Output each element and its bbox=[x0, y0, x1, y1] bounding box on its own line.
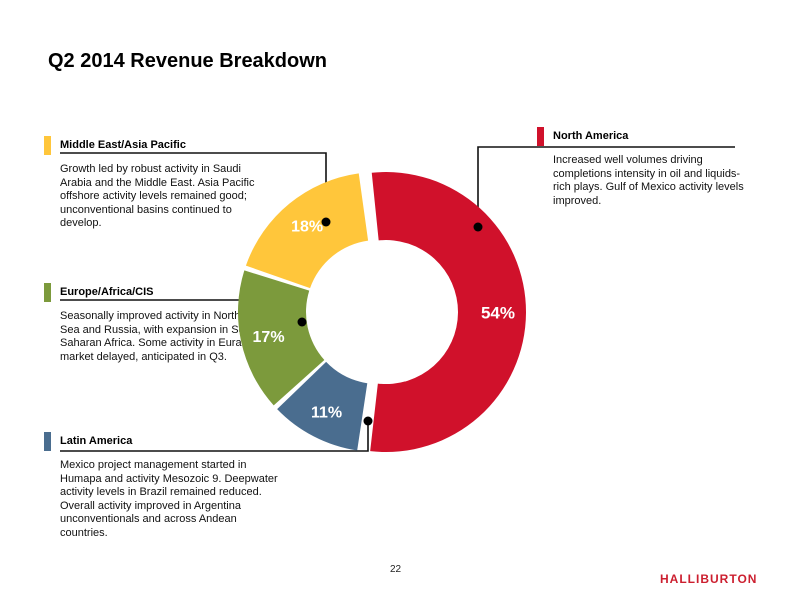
region-color-bar bbox=[44, 136, 51, 155]
leader-north-america bbox=[477, 146, 735, 227]
region-description: Mexico project management started in Hum… bbox=[60, 459, 278, 539]
slice-label: 18% bbox=[291, 218, 323, 235]
donut-slices bbox=[238, 172, 526, 453]
region-color-bar bbox=[44, 432, 51, 451]
page-number: 22 bbox=[390, 564, 402, 575]
halliburton-logo: HALLIBURTON bbox=[660, 572, 758, 586]
slide-title: Q2 2014 Revenue Breakdown bbox=[48, 50, 328, 72]
region-description: Growth led by robust activity in Saudi A… bbox=[60, 163, 255, 229]
leader-dot bbox=[297, 317, 307, 327]
region-color-bar bbox=[537, 127, 544, 146]
donut-slice-north-america bbox=[370, 172, 526, 453]
donut-slice-latin-america bbox=[277, 361, 368, 451]
region-title: North America bbox=[553, 130, 629, 142]
leader-dots bbox=[297, 217, 483, 426]
slice-label: 17% bbox=[253, 329, 285, 346]
region-description: Increased well volumes driving completio… bbox=[553, 154, 744, 207]
donut-slice-middle-east-asia-pacific bbox=[245, 173, 369, 289]
donut-slice-europe-africa-cis bbox=[238, 270, 325, 406]
leader-dot bbox=[321, 217, 331, 227]
region-description: Seasonally improved activity in North Se… bbox=[60, 310, 256, 363]
region-color-bar bbox=[44, 283, 51, 302]
leader-dot bbox=[363, 416, 373, 426]
slice-labels: 54% 11% 17% 18% bbox=[253, 218, 515, 421]
region-title: Europe/Africa/CIS bbox=[60, 286, 154, 298]
region-title: Middle East/Asia Pacific bbox=[60, 139, 186, 151]
leader-dot bbox=[473, 222, 483, 232]
leader-latin-america bbox=[60, 421, 369, 452]
region-title: Latin America bbox=[60, 435, 133, 447]
slice-label: 54% bbox=[481, 304, 515, 323]
slice-label: 11% bbox=[311, 405, 342, 422]
